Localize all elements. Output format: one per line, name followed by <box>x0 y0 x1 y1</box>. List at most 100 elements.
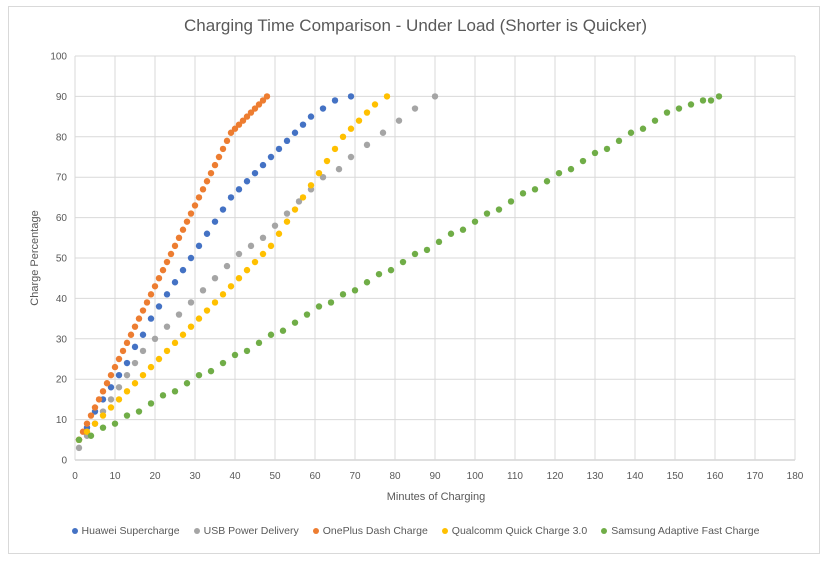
data-point <box>219 359 227 367</box>
data-point <box>91 420 99 427</box>
data-point <box>323 157 331 165</box>
chart-title: Charging Time Comparison - Under Load (S… <box>184 16 647 35</box>
data-point <box>243 347 251 355</box>
data-point <box>707 97 715 104</box>
legend-label: Samsung Adaptive Fast Charge <box>611 525 760 537</box>
x-tick-label: 110 <box>507 471 523 482</box>
data-point <box>275 145 283 153</box>
data-point <box>663 109 671 116</box>
x-tick-label: 10 <box>109 471 121 482</box>
data-point <box>291 319 299 326</box>
legend-item: Huawei Supercharge <box>71 525 180 537</box>
data-point <box>699 97 707 104</box>
data-point <box>183 218 191 225</box>
data-point <box>651 117 659 124</box>
data-point <box>195 194 203 201</box>
data-point <box>175 311 183 318</box>
data-point <box>75 436 83 443</box>
data-point <box>155 275 163 282</box>
legend-item: Samsung Adaptive Fast Charge <box>601 525 759 537</box>
data-point <box>379 129 387 136</box>
data-point <box>75 444 83 452</box>
data-point <box>143 299 151 306</box>
data-point <box>639 125 647 132</box>
data-point <box>171 339 179 347</box>
data-point <box>223 262 231 270</box>
y-axis-ticks: 0 10 20 30 40 50 60 70 80 90 100 <box>50 52 67 467</box>
data-point <box>247 242 255 250</box>
data-point <box>163 291 171 298</box>
data-point <box>131 343 139 351</box>
data-point <box>347 93 355 100</box>
data-point <box>247 109 255 116</box>
series-4 <box>75 93 723 443</box>
data-point <box>107 396 115 403</box>
data-point <box>411 105 419 112</box>
legend-item: Qualcomm Quick Charge 3.0 <box>441 525 587 537</box>
data-point <box>163 323 171 330</box>
series-1 <box>75 93 439 452</box>
data-point <box>175 234 183 241</box>
data-point <box>387 266 395 274</box>
x-tick-label: 130 <box>587 471 604 482</box>
data-point <box>187 299 195 306</box>
data-point <box>123 371 131 379</box>
x-tick-label: 20 <box>149 471 161 482</box>
x-tick-label: 170 <box>747 471 764 482</box>
data-point <box>187 323 195 330</box>
data-point <box>555 169 563 177</box>
data-point <box>279 327 287 334</box>
data-point <box>111 420 119 427</box>
x-tick-label: 100 <box>467 471 484 482</box>
data-point <box>123 359 131 367</box>
data-point <box>219 206 227 213</box>
data-point <box>135 315 143 322</box>
data-point <box>627 129 635 136</box>
data-point <box>375 270 383 278</box>
data-point <box>243 113 251 120</box>
data-point <box>235 250 243 258</box>
data-point <box>207 169 215 177</box>
data-point <box>151 335 159 342</box>
data-point <box>159 392 167 399</box>
data-point <box>115 396 123 403</box>
data-point <box>83 428 91 435</box>
data-point <box>251 105 259 112</box>
data-point <box>135 408 143 415</box>
data-point <box>259 161 267 169</box>
y-tick-label: 70 <box>56 173 68 184</box>
data-point <box>267 331 275 338</box>
data-point <box>227 283 235 290</box>
data-point <box>231 351 239 359</box>
data-point <box>259 250 267 258</box>
data-point <box>139 371 147 379</box>
data-point <box>191 202 199 209</box>
legend-swatch <box>601 528 608 534</box>
data-point <box>307 113 315 120</box>
data-point <box>219 291 227 298</box>
data-point <box>243 266 251 274</box>
data-point <box>159 266 167 274</box>
data-point <box>227 194 235 201</box>
data-point <box>155 355 163 363</box>
data-point <box>147 400 155 407</box>
x-tick-label: 0 <box>72 471 78 482</box>
data-point <box>167 250 175 258</box>
data-point <box>211 218 219 225</box>
data-point <box>139 331 147 338</box>
legend-label: Huawei Supercharge <box>81 525 180 537</box>
data-point <box>263 93 271 100</box>
data-point <box>119 347 127 355</box>
data-point <box>171 242 179 250</box>
data-point <box>139 307 147 314</box>
data-point <box>115 384 123 391</box>
data-point <box>395 117 403 124</box>
data-point <box>123 412 131 419</box>
data-point <box>435 238 443 246</box>
y-tick-label: 20 <box>56 375 68 386</box>
y-tick-label: 100 <box>50 52 67 63</box>
data-point <box>307 182 315 189</box>
data-point <box>163 347 171 355</box>
data-point <box>91 404 99 411</box>
data-point <box>423 246 431 254</box>
